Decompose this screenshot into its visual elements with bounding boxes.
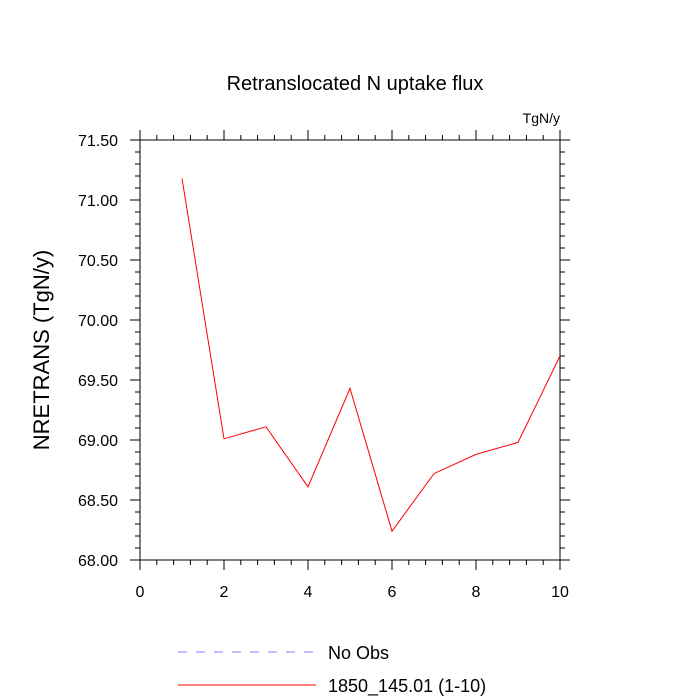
y-tick-label: 70.50 <box>78 253 118 270</box>
legend: No Obs 1850_145.01 (1-10) <box>178 643 486 697</box>
series-line <box>181 178 561 533</box>
major-ticks <box>130 130 570 570</box>
x-tick-label: 0 <box>136 584 145 601</box>
tick-labels: 0 2 4 6 8 10 68.00 68.50 69.00 69.50 70.00 70.50 71.… <box>78 133 569 601</box>
legend-label: 1850_145.01 (1-10) <box>328 676 486 697</box>
series-lines <box>181 178 561 533</box>
x-tick-label: 4 <box>304 584 313 601</box>
y-tick-label: 70.00 <box>78 313 118 330</box>
legend-label: No Obs <box>328 643 389 663</box>
chart-title: Retranslocated N uptake flux <box>227 73 484 95</box>
x-tick-label: 8 <box>472 584 481 601</box>
x-tick-label: 2 <box>220 584 229 601</box>
y-tick-label: 69.00 <box>78 433 118 450</box>
x-tick-label: 10 <box>551 584 569 601</box>
y-tick-label: 68.00 <box>78 553 118 570</box>
y-tick-label: 68.50 <box>78 493 118 510</box>
units-label: TgN/y <box>523 110 560 126</box>
y-tick-label: 71.50 <box>78 133 118 150</box>
x-tick-label: 6 <box>388 584 397 601</box>
y-tick-label: 71.00 <box>78 193 118 210</box>
minor-ticks <box>135 135 565 565</box>
y-axis-label: NRETRANS (TgN/y) <box>29 250 54 450</box>
y-tick-label: 69.50 <box>78 373 118 390</box>
plot-frame <box>139 139 561 561</box>
